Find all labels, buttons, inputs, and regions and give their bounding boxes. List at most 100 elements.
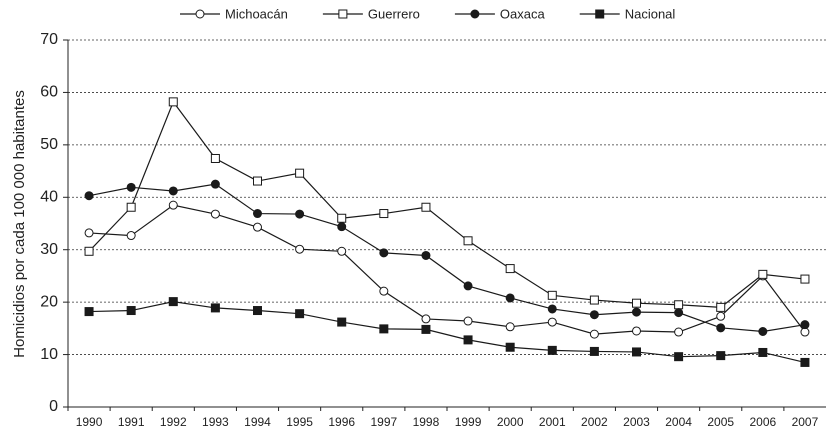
point <box>674 327 684 337</box>
y-tick-label: 40 <box>40 189 58 206</box>
point <box>210 153 220 163</box>
point <box>589 346 599 356</box>
point <box>547 345 557 355</box>
x-tick-label: 2001 <box>539 415 566 429</box>
point <box>589 310 599 320</box>
legend-label: Michoacán <box>225 6 288 21</box>
legend-label: Oaxaca <box>500 6 546 21</box>
point <box>632 326 641 336</box>
point <box>337 246 347 256</box>
point <box>463 281 473 291</box>
point <box>716 302 726 312</box>
point <box>758 347 768 357</box>
legend-marker <box>595 9 605 19</box>
point <box>126 231 136 241</box>
series-line <box>89 301 806 364</box>
y-tick-label: 70 <box>40 31 58 48</box>
x-tick-label: 1996 <box>328 415 355 429</box>
x-tick-label: 1991 <box>118 415 145 429</box>
point <box>800 320 810 330</box>
point <box>253 306 262 316</box>
point <box>716 323 726 333</box>
x-tick-label: 2003 <box>623 415 650 429</box>
y-axis-label: Homicidios por cada 100 000 habitantes <box>11 90 28 358</box>
point <box>84 228 94 238</box>
point <box>126 202 136 212</box>
point <box>547 290 557 300</box>
point <box>589 329 599 339</box>
x-tick-label: 1997 <box>370 415 397 429</box>
point <box>126 306 136 316</box>
point <box>421 314 431 324</box>
y-tick-label: 30 <box>40 241 58 258</box>
point <box>421 324 431 334</box>
point <box>505 264 515 274</box>
point <box>674 300 684 310</box>
point <box>463 316 473 326</box>
point <box>210 303 220 313</box>
point <box>463 335 473 345</box>
point <box>674 308 684 318</box>
x-tick-label: 1995 <box>286 415 313 429</box>
x-tick-label: 2006 <box>749 415 776 429</box>
point <box>84 246 94 256</box>
point <box>716 311 726 321</box>
point <box>84 307 94 317</box>
x-tick-label: 1990 <box>76 415 103 429</box>
point <box>168 200 178 210</box>
x-tick-label: 2005 <box>707 415 734 429</box>
point <box>168 97 178 107</box>
point <box>632 347 641 357</box>
legend-label: Nacional <box>625 6 676 21</box>
series-line <box>88 100 806 308</box>
series-line <box>88 183 806 333</box>
legend-marker <box>195 9 205 19</box>
x-tick-label: 2002 <box>581 415 608 429</box>
point <box>421 202 431 212</box>
point <box>168 186 178 196</box>
y-tick-label: 50 <box>40 136 58 153</box>
point <box>716 351 726 361</box>
x-tick-label: 1992 <box>160 415 187 429</box>
point <box>547 317 557 327</box>
point <box>379 286 389 296</box>
x-tick-label: 2007 <box>792 415 819 429</box>
point <box>337 213 347 223</box>
point <box>800 274 810 284</box>
x-tick-label: 2000 <box>497 415 524 429</box>
point <box>84 191 94 201</box>
point <box>800 357 810 367</box>
point <box>126 182 136 192</box>
point <box>168 297 178 307</box>
point <box>463 236 473 246</box>
y-tick-label: 60 <box>40 84 58 101</box>
point <box>632 307 641 317</box>
point <box>421 250 431 260</box>
point <box>379 209 389 219</box>
point <box>589 295 599 305</box>
point <box>674 352 684 362</box>
point <box>547 304 557 314</box>
point <box>210 179 220 189</box>
point <box>295 209 305 219</box>
point <box>295 168 305 178</box>
x-tick-label: 1999 <box>455 415 482 429</box>
point <box>253 209 262 219</box>
x-tick-label: 1994 <box>244 415 271 429</box>
point <box>758 269 768 279</box>
x-tick-label: 1993 <box>202 415 229 429</box>
y-tick-label: 10 <box>40 346 58 363</box>
point <box>800 327 810 337</box>
point <box>295 309 305 319</box>
series-line <box>89 204 806 335</box>
x-tick-label: 1998 <box>413 415 440 429</box>
point <box>379 248 389 258</box>
point <box>337 222 347 232</box>
point <box>505 342 515 352</box>
point <box>295 244 305 254</box>
point <box>505 293 515 303</box>
point <box>253 176 262 186</box>
legend-marker <box>470 9 480 19</box>
point <box>632 298 641 308</box>
